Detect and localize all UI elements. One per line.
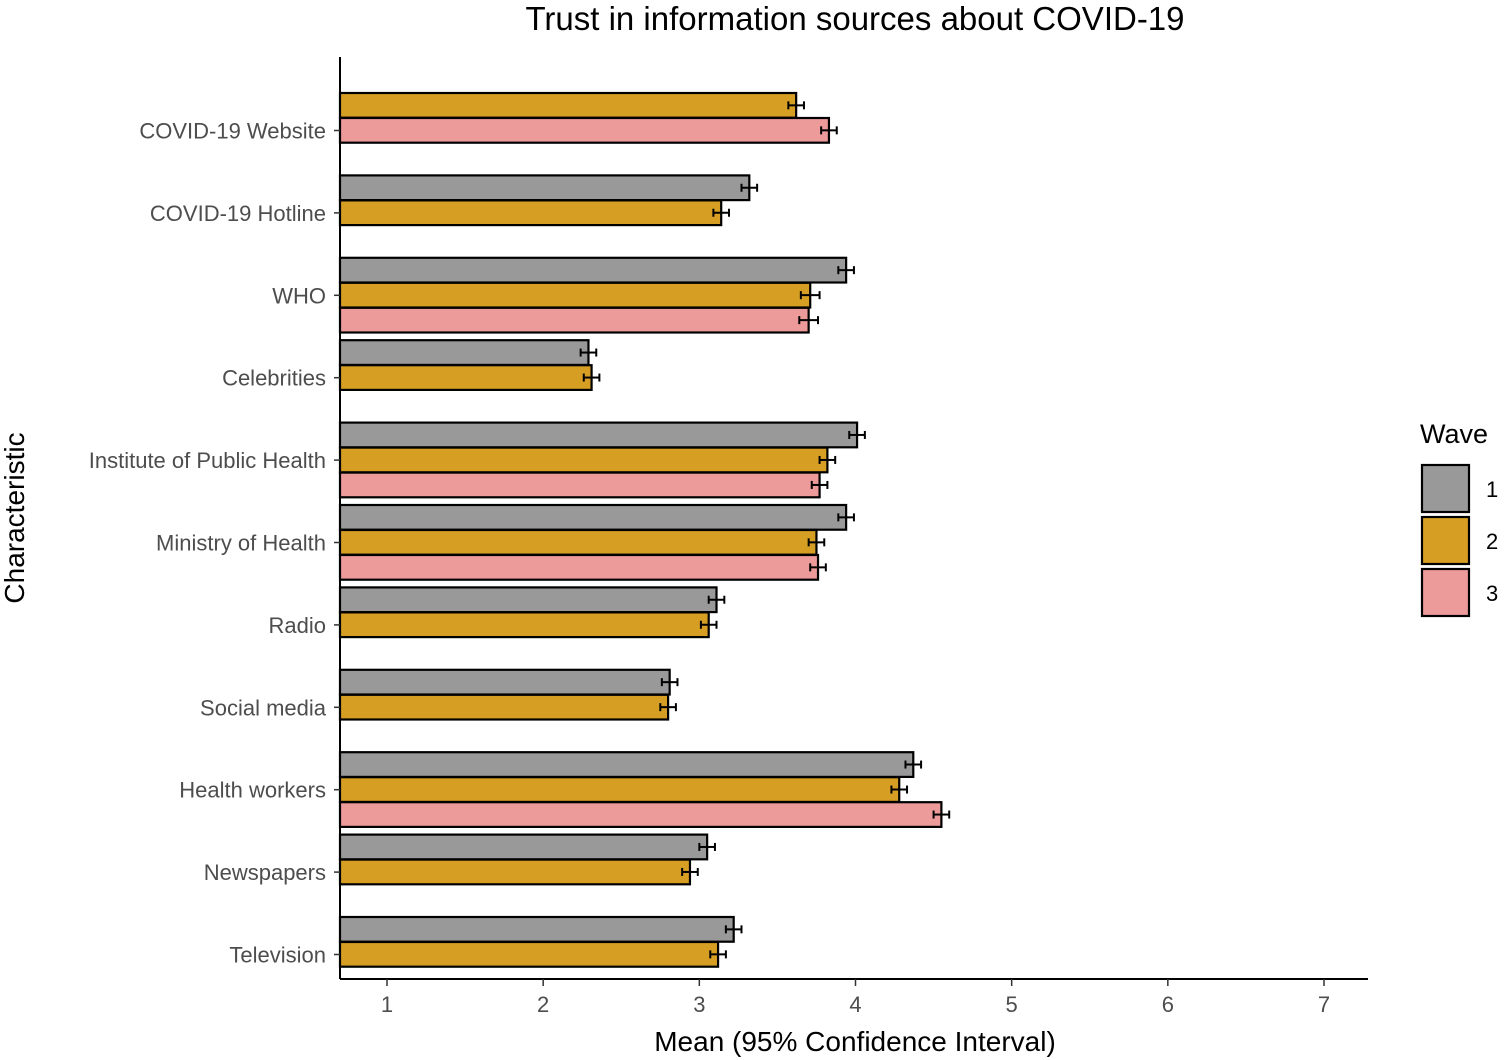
error-bar [698,842,716,851]
bar [338,858,692,886]
legend-swatch [1420,515,1471,566]
bar-group [338,751,951,829]
bar [338,940,720,968]
y-tick-label: Radio [269,613,326,638]
y-tick-label: Ministry of Health [156,531,326,556]
bar-group [338,91,838,144]
y-tick-label: Newspapers [204,860,326,885]
error-bar [579,348,598,357]
bar [338,421,859,449]
x-tick-label: 3 [693,992,705,1017]
y-tick-label: Celebrities [222,366,326,391]
bar [338,553,820,581]
error-bar [810,480,829,489]
bar-group [338,256,855,334]
bar-group [338,668,679,721]
error-bar [837,266,855,275]
plot-area [338,91,951,968]
bar-group [338,339,601,392]
error-bar [659,703,677,712]
error-bar [798,316,820,325]
error-bar [660,678,679,687]
x-tick-label: 6 [1162,992,1174,1017]
y-axis-ticks: COVID-19 Website COVID-19 Hotline WHO Celeb… [89,119,340,968]
error-bar [890,785,909,794]
legend-swatch [1420,463,1471,514]
bar [338,611,710,639]
error-bar [724,925,743,934]
y-tick-label: COVID-19 Hotline [150,201,326,226]
bar [338,364,593,392]
x-tick-label: 7 [1318,992,1330,1017]
legend-title: Wave [1420,419,1488,449]
y-tick-label: WHO [272,283,326,308]
error-bar [709,950,727,959]
bar [338,306,810,334]
error-bar [712,208,731,217]
legend-label: 2 [1486,529,1498,554]
bar-group [338,503,855,581]
error-bar [818,455,837,464]
y-tick-label: Television [229,943,326,968]
x-tick-label: 4 [849,992,861,1017]
error-bar [681,867,699,876]
y-tick-label: Social media [200,695,327,720]
bar-group [338,174,759,227]
y-tick-label: COVID-19 Website [139,119,326,144]
bar [338,528,818,556]
x-tick-label: 1 [381,992,393,1017]
x-tick-label: 2 [537,992,549,1017]
bar [338,199,723,227]
bar [338,281,812,309]
bar [338,446,829,474]
bar-group [338,915,743,968]
bar [338,256,848,284]
x-axis-title: Mean (95% Confidence Interval) [654,1026,1056,1057]
x-tick-label: 5 [1006,992,1018,1017]
bar [338,801,943,829]
bar [338,915,735,943]
error-bar [740,183,759,192]
y-tick-label: Health workers [179,778,326,803]
legend-label: 1 [1486,477,1498,502]
legend: Wave 1 2 3 [1420,419,1498,618]
legend-label: 3 [1486,581,1498,606]
error-bar [848,430,866,439]
legend-swatch [1420,567,1471,618]
error-bar [837,513,855,522]
y-tick-label: Institute of Public Health [89,448,326,473]
bar [338,586,718,614]
error-bar [932,810,951,819]
error-bar [582,373,601,382]
bar [338,174,751,202]
error-bar [807,538,826,547]
error-bar [820,126,838,135]
bar-group [338,421,866,499]
chart-title: Trust in information sources about COVID… [525,0,1184,37]
bar [338,693,670,721]
error-bar [799,291,821,300]
bar-group [338,586,726,639]
bar [338,751,915,779]
error-bar [707,595,726,604]
error-bar [904,760,923,769]
bar [338,116,831,144]
bar [338,471,821,499]
y-axis-title: Characteristic [0,432,30,603]
bar [338,668,671,696]
bar [338,503,848,531]
error-bar [787,101,805,110]
bar [338,833,709,861]
error-bar [809,563,827,572]
bar-group [338,833,716,886]
bar [338,339,590,367]
bar [338,91,798,119]
bar [338,776,901,804]
error-bar [699,620,718,629]
x-axis-ticks: 1 2 3 4 5 6 7 [381,979,1330,1017]
